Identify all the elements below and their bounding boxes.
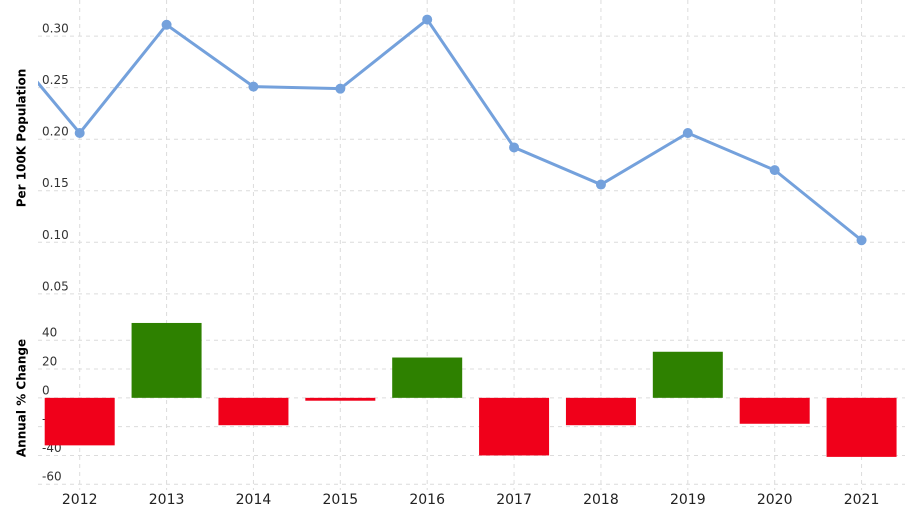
bar — [305, 397, 376, 401]
x-tick-label: 2014 — [236, 492, 272, 508]
point — [248, 81, 259, 92]
point — [335, 83, 346, 94]
point — [161, 19, 172, 30]
line-layer — [38, 14, 867, 246]
bar — [565, 397, 636, 426]
x-tick-label: 2018 — [583, 492, 619, 508]
x-tick-label: 2021 — [844, 492, 880, 508]
bar — [479, 397, 550, 456]
y-tick-label: 0.10 — [42, 228, 69, 242]
y-tick-label: 0 — [42, 383, 50, 397]
point — [769, 165, 780, 176]
y-tick-label: 0.05 — [42, 279, 69, 293]
bar — [739, 397, 810, 424]
y-axis-title: Annual % Change — [15, 339, 29, 457]
y-tick-label: 0.15 — [42, 176, 69, 190]
y-axis-title: Per 100K Population — [15, 69, 29, 208]
line — [38, 17, 863, 242]
x-tick-label: 2013 — [149, 492, 185, 508]
x-tick-label: 2015 — [323, 492, 359, 508]
y-tick-label: 40 — [42, 326, 57, 340]
bar — [392, 357, 463, 398]
x-tick-label: 2017 — [496, 492, 532, 508]
y-tick-label: 0.30 — [42, 22, 69, 36]
y-tick-label: 20 — [42, 355, 57, 369]
point — [74, 128, 85, 139]
y-tick-label: 0.25 — [42, 73, 69, 87]
x-tick-label: 2019 — [670, 492, 706, 508]
point — [422, 14, 433, 25]
point — [682, 128, 693, 139]
x-tick-label: 2012 — [62, 492, 98, 508]
x-tick-label: 2020 — [757, 492, 793, 508]
y-tick-label: 0.20 — [42, 125, 69, 139]
point — [509, 142, 520, 153]
bar — [44, 397, 115, 446]
point — [595, 179, 606, 190]
y-tick-label: -60 — [42, 470, 62, 484]
point — [856, 235, 867, 246]
x-tick-label: 2016 — [409, 492, 445, 508]
bar — [652, 351, 723, 398]
bar — [131, 322, 202, 398]
bar — [826, 397, 897, 457]
bar — [218, 397, 289, 426]
